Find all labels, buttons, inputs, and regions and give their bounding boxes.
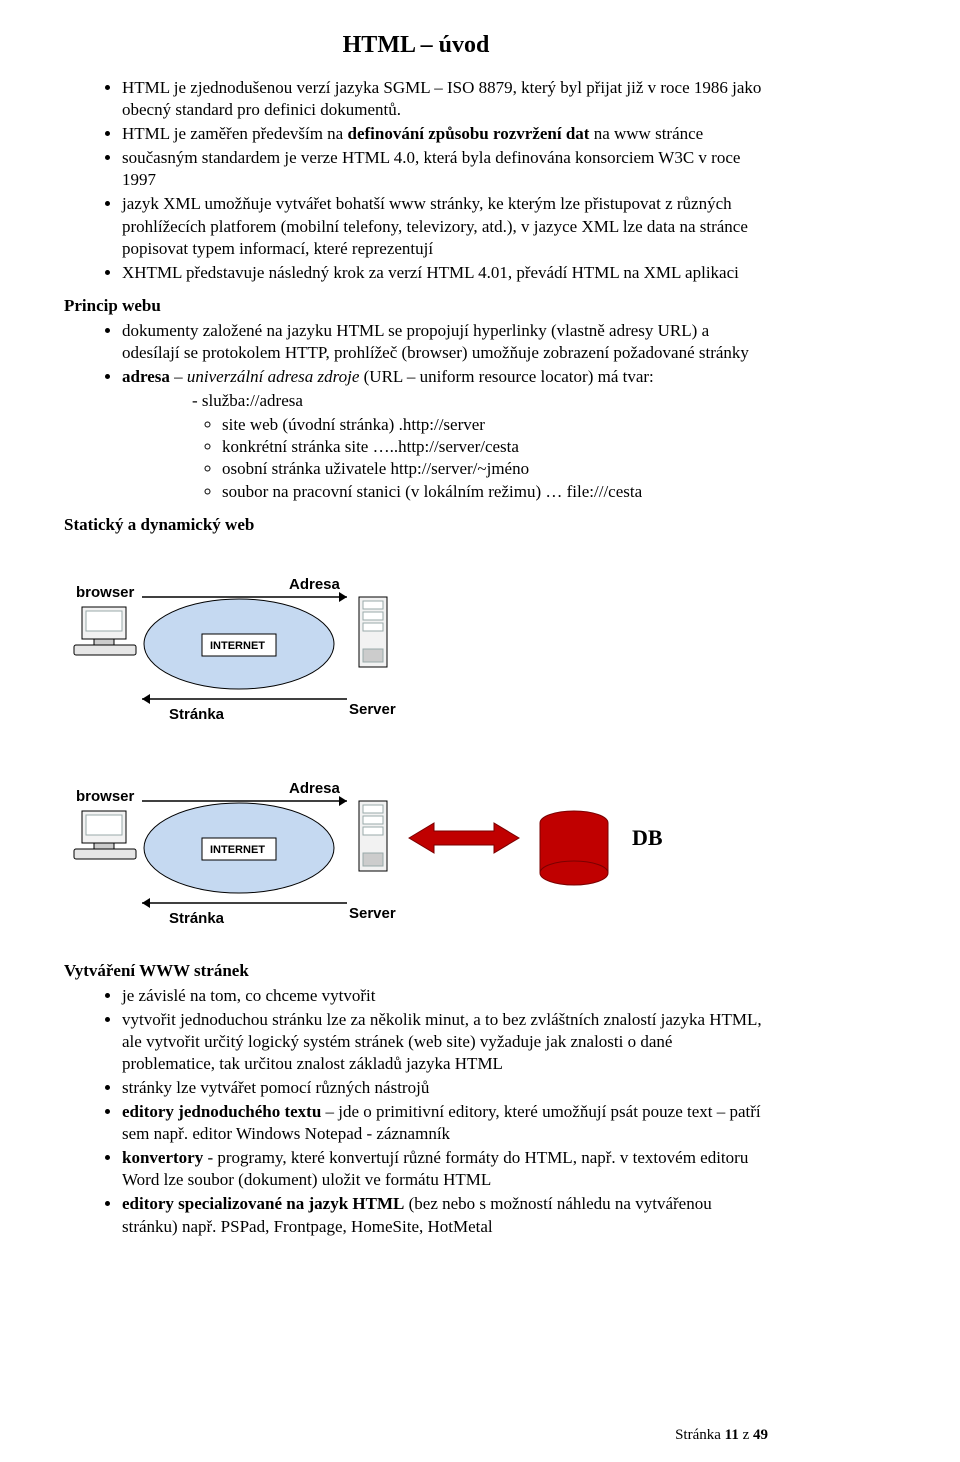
section-heading-static: Statický a dynamický web — [64, 515, 768, 535]
list-item: stránky lze vytvářet pomocí různých nást… — [122, 1077, 768, 1099]
footer-label: Stránka — [675, 1427, 721, 1443]
double-arrow-icon — [409, 823, 519, 853]
database-icon — [540, 811, 608, 885]
text-bold: definování způsobu rozvržení dat — [347, 124, 589, 143]
list-item: site web (úvodní stránka) .http://server — [222, 414, 768, 436]
list-item: konkrétní stránka site …..http://server/… — [222, 436, 768, 458]
diagram-label-browser: browser — [76, 584, 135, 601]
princip-bullet-list: dokumenty založené na jazyku HTML se pro… — [64, 320, 768, 503]
list-item: jazyk XML umožňuje vytvářet bohatší www … — [122, 193, 768, 259]
text-bold: adresa — [122, 367, 170, 386]
diagram-label-adresa: Adresa — [289, 576, 341, 593]
list-item: HTML je zaměřen především na definování … — [122, 123, 768, 145]
list-item: editory specializované na jazyk HTML (be… — [122, 1193, 768, 1237]
text-run: HTML je zaměřen především na — [122, 124, 347, 143]
page: HTML – úvod HTML je zjednodušenou verzí … — [0, 0, 832, 1462]
diagram-label-browser: browser — [76, 788, 135, 805]
list-item: adresa – univerzální adresa zdroje (URL … — [122, 366, 768, 503]
sub-list-circle: site web (úvodní stránka) .http://server… — [122, 414, 768, 502]
list-item: soubor na pracovní stanici (v lokálním r… — [222, 481, 768, 503]
diagram-label-adresa: Adresa — [289, 780, 341, 797]
page-footer: Stránka 11 z 49 — [675, 1427, 768, 1444]
section-heading-vytvareni: Vytváření WWW stránek — [64, 961, 768, 981]
server-icon — [359, 801, 387, 871]
text-run: na www stránce — [589, 124, 703, 143]
diagram-static-web: browser INTERNET Adresa Stránka — [64, 549, 768, 739]
text-bold: konvertory — [122, 1148, 203, 1167]
diagram-label-server: Server — [349, 701, 396, 718]
footer-of: z — [743, 1427, 750, 1443]
diagram-dynamic-web: browser INTERNET Adresa Stránka — [64, 753, 768, 943]
list-item: vytvořit jednoduchou stránku lze za něko… — [122, 1009, 768, 1075]
intro-bullet-list: HTML je zjednodušenou verzí jazyka SGML … — [64, 77, 768, 284]
footer-total: 49 — [753, 1427, 768, 1443]
diagram-label-db: DB — [632, 825, 663, 850]
text-bold: editory jednoduchého textu — [122, 1102, 321, 1121]
diagram-label-stranka: Stránka — [169, 706, 225, 723]
section-heading-princip: Princip webu — [64, 296, 768, 316]
list-item: konvertory - programy, které konvertují … — [122, 1147, 768, 1191]
list-item: editory jednoduchého textu – jde o primi… — [122, 1101, 768, 1145]
list-item: HTML je zjednodušenou verzí jazyka SGML … — [122, 77, 768, 121]
list-item: současným standardem je verze HTML 4.0, … — [122, 147, 768, 191]
text-run: – — [170, 367, 187, 386]
vytvareni-bullet-list: je závislé na tom, co chceme vytvořit vy… — [64, 985, 768, 1238]
computer-icon — [74, 811, 136, 859]
arrowhead-left-icon — [142, 898, 150, 908]
list-item: dokumenty založené na jazyku HTML se pro… — [122, 320, 768, 364]
text-bold: editory specializované na jazyk HTML — [122, 1194, 404, 1213]
server-icon — [359, 597, 387, 667]
list-item: osobní stránka uživatele http://server/~… — [222, 458, 768, 480]
text-run: (URL – uniform resource locator) má tvar… — [359, 367, 653, 386]
arrowhead-right-icon — [339, 796, 347, 806]
list-item: - služba://adresa — [192, 390, 768, 412]
arrowhead-right-icon — [339, 592, 347, 602]
list-item: je závislé na tom, co chceme vytvořit — [122, 985, 768, 1007]
page-title: HTML – úvod — [64, 32, 768, 59]
diagram-label-internet: INTERNET — [210, 844, 265, 856]
diagram-label-stranka: Stránka — [169, 910, 225, 927]
computer-icon — [74, 607, 136, 655]
text-italic: univerzální adresa zdroje — [187, 367, 360, 386]
text-run: - programy, které konvertují různé formá… — [122, 1148, 748, 1189]
list-item: XHTML představuje následný krok za verzí… — [122, 262, 768, 284]
diagram-label-internet: INTERNET — [210, 640, 265, 652]
footer-current: 11 — [725, 1427, 739, 1443]
diagram-label-server: Server — [349, 905, 396, 922]
sub-list: - služba://adresa — [122, 390, 768, 412]
arrowhead-left-icon — [142, 694, 150, 704]
